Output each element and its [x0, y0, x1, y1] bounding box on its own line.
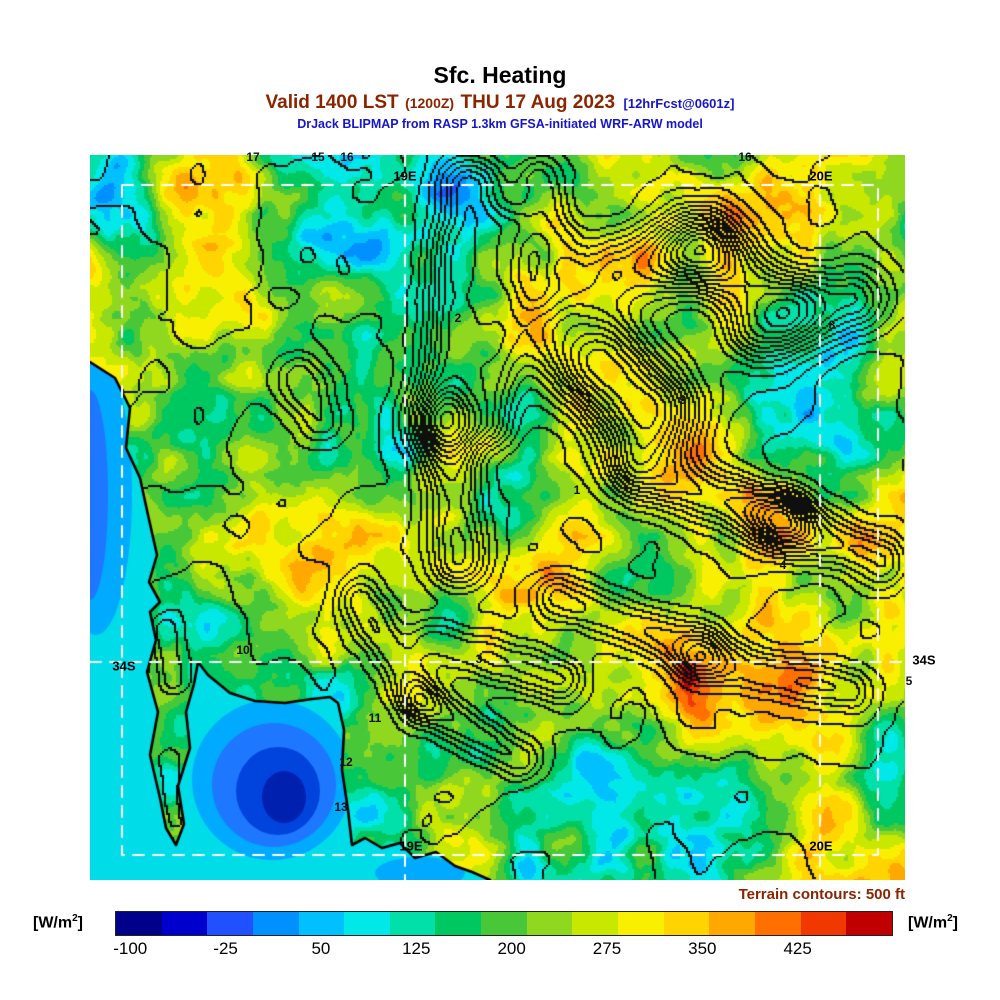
colorbar-ticks: -100 -25 50 125 200 275 350 425 [113, 939, 893, 961]
valid-time-line: Valid 1400 LST (1200Z) THU 17 Aug 2023 [… [0, 92, 1000, 114]
forecast-offset: [12hrFcst@0601z] [623, 96, 735, 111]
valid-time: Valid 1400 LST [265, 92, 399, 113]
colorbar-segment [572, 912, 619, 935]
colorbar-tick: 50 [311, 939, 331, 958]
forecast-map[interactable] [90, 155, 905, 880]
colorbar-tick: -100 [113, 939, 148, 958]
unit-text: [W/m [33, 914, 73, 932]
unit-label-right: [W/m2] [908, 913, 958, 932]
page-title: Sfc. Heating [433, 62, 567, 88]
colorbar-segment [435, 912, 482, 935]
terrain-note: Terrain contours: 500 ft [738, 886, 905, 903]
colorbar [115, 911, 893, 936]
colorbar-segment [481, 912, 527, 935]
unit-sup: 2 [947, 913, 953, 924]
valid-zulu-time: (1200Z) [405, 95, 455, 111]
colorbar-tick: 275 [592, 939, 622, 958]
unit-text: ] [952, 914, 958, 932]
colorbar-segment [526, 912, 573, 935]
colorbar-segment [846, 912, 892, 935]
colorbar-segment [207, 912, 253, 935]
valid-date: THU 17 Aug 2023 [460, 92, 616, 113]
colorbar-segment [800, 912, 847, 935]
colorbar-segment [663, 912, 710, 935]
header: Sfc. Heating Valid 1400 LST (1200Z) THU … [0, 62, 1000, 131]
colorbar-tick: 425 [783, 939, 812, 958]
site-label: 5 [905, 674, 913, 688]
unit-label-left: [W/m2] [33, 913, 83, 932]
colorbar-segment [344, 912, 390, 935]
colorbar-segment [389, 912, 436, 935]
colorbar-tick: 200 [497, 939, 526, 958]
unit-sup: 2 [72, 913, 78, 924]
unit-text: ] [77, 914, 83, 932]
colorbar-tick: 350 [688, 939, 717, 958]
colorbar-segment [116, 912, 162, 935]
heatmap-canvas [90, 155, 905, 880]
colorbar-segment [161, 912, 208, 935]
unit-text: [W/m [908, 914, 948, 932]
colorbar-segment [709, 912, 755, 935]
colorbar-tick: -25 [213, 939, 238, 958]
grid-label: 34S [912, 652, 936, 668]
colorbar-tick: 125 [402, 939, 431, 958]
colorbar-segment [618, 912, 664, 935]
colorbar-segment [252, 912, 299, 935]
colorbar-segment [754, 912, 801, 935]
model-line: DrJack BLIPMAP from RASP 1.3km GFSA-init… [297, 117, 703, 131]
colorbar-segment [298, 912, 345, 935]
